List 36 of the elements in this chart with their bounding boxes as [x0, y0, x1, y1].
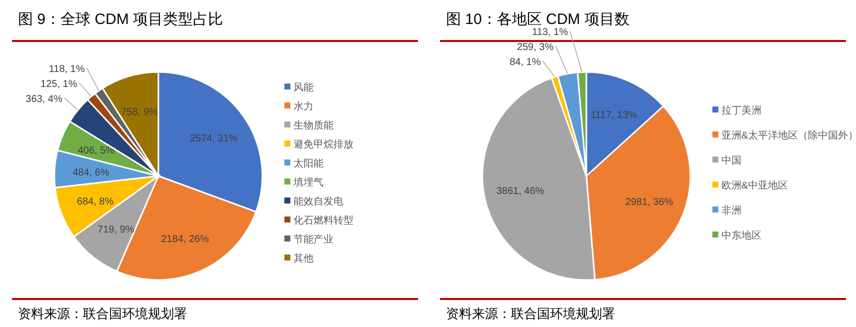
data-label: 684, 8% — [76, 196, 114, 208]
legend-label: 化石燃料转型 — [293, 214, 354, 226]
data-label: 84, 1% — [510, 57, 541, 68]
chart-title: 图 10：各地区 CDM 项目数 — [446, 11, 630, 28]
legend-label: 填埋气 — [292, 176, 324, 188]
data-label: 3861, 46% — [496, 186, 544, 198]
data-label: 118, 1% — [48, 64, 85, 75]
data-label: 484, 6% — [72, 167, 110, 178]
legend-label: 避免甲烷排放 — [293, 138, 354, 150]
legend-label: 亚洲&太平洋地区（除中国外） — [721, 130, 856, 142]
data-label: 758, 9% — [121, 107, 158, 118]
legend-label: 中国 — [721, 154, 742, 166]
legend-label: 其他 — [293, 252, 314, 264]
text: 资料来源：联合国环境规划署 — [18, 306, 187, 321]
data-label: 406, 5% — [78, 146, 115, 157]
legend-label: 节能产业 — [293, 234, 334, 246]
data-label: 1117, 13% — [590, 110, 638, 122]
data-label: 719, 9% — [98, 224, 134, 236]
text: 资料来源：联合国环境规划署 — [446, 306, 615, 321]
data-label: 2981, 36% — [625, 196, 674, 208]
data-label: 2184, 26% — [161, 234, 209, 246]
legend-label: 风能 — [293, 82, 314, 94]
legend-label: 生物质能 — [293, 120, 334, 132]
legend-label: 能效自发电 — [293, 196, 344, 208]
data-label: 113, 1% — [532, 27, 568, 38]
legend-label: 太阳能 — [293, 158, 324, 170]
legend-label: 中东地区 — [721, 230, 762, 242]
legend-label: 非洲 — [721, 204, 742, 216]
legend-label: 水力 — [293, 100, 314, 112]
data-label: 363, 4% — [26, 94, 62, 106]
data-label: 125, 1% — [40, 78, 78, 90]
data-label: 2574, 31% — [190, 133, 238, 144]
chart-title: 图 9：全球 CDM 项目类型占比 — [18, 11, 224, 28]
data-label: 259, 3% — [516, 42, 554, 54]
legend-label: 欧洲&中亚地区 — [721, 180, 788, 192]
legend-label: 拉丁美洲 — [721, 104, 762, 116]
